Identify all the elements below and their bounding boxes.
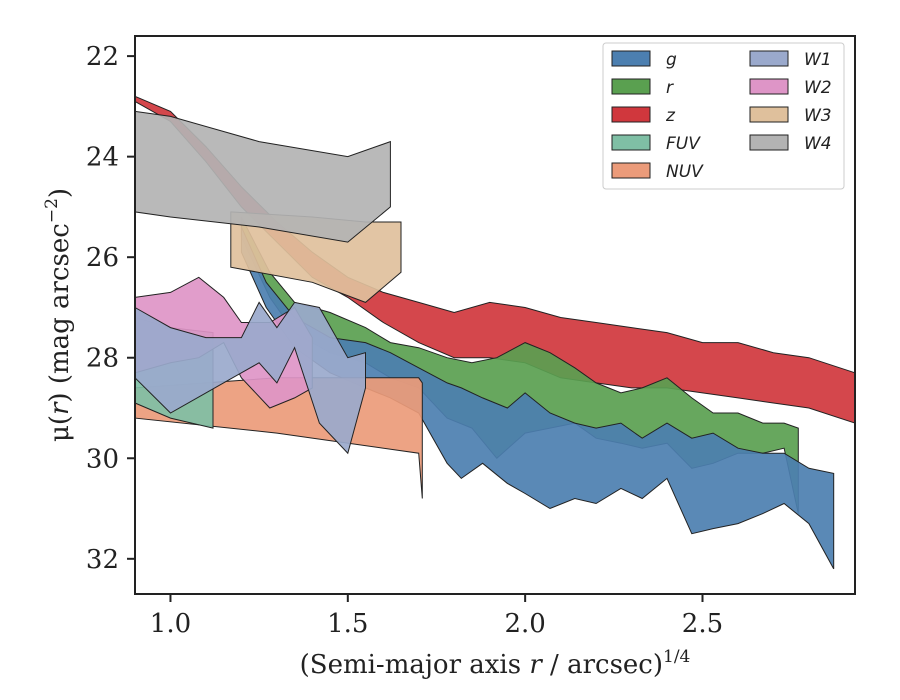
y-tick-label: 26 — [86, 243, 119, 273]
legend-swatch-w1 — [749, 50, 789, 67]
legend-label-r: r — [666, 78, 674, 98]
series-areas — [134, 95, 856, 570]
y-tick-label: 32 — [86, 545, 119, 575]
legend-swatch-w3 — [749, 106, 789, 123]
legend-label-fuv: FUV — [666, 134, 701, 154]
legend-label-nuv: NUV — [666, 162, 704, 182]
legend-swatch-z — [611, 106, 651, 123]
plot-frame — [134, 35, 856, 595]
legend-swatch-nuv — [611, 162, 651, 179]
legend-label-w1: W1 — [804, 50, 832, 70]
x-tick-label: 2.0 — [504, 609, 545, 639]
legend-label-w4: W4 — [804, 134, 832, 154]
y-axis-label: μ(r) (mag arcsec−2) — [42, 188, 75, 442]
x-tick-label: 1.5 — [327, 609, 368, 639]
legend-swatch-fuv — [611, 134, 651, 151]
x-axis-ticks: 1.0 1.5 2.0 2.5 — [150, 594, 723, 639]
legend-label-z: z — [665, 106, 676, 126]
legend-label-w3: W3 — [804, 106, 832, 126]
area-g — [240, 226, 835, 570]
y-tick-label: 30 — [86, 444, 119, 474]
area-w4 — [134, 110, 391, 243]
y-axis-ticks: 22 24 26 28 30 32 — [86, 42, 135, 575]
legend: grz FUV NUV W1 W2 W3 W4 — [602, 42, 845, 190]
y-tick-label: 22 — [86, 42, 119, 72]
legend-label-g: g — [666, 50, 677, 70]
x-tick-label: 1.0 — [150, 609, 191, 639]
legend-swatch-w2 — [749, 78, 789, 95]
legend-swatch-g — [611, 50, 651, 67]
legend-label-w2: W2 — [804, 78, 832, 98]
legend-swatch-r — [611, 78, 651, 95]
x-tick-label: 2.5 — [682, 609, 723, 639]
y-tick-label: 28 — [86, 344, 119, 374]
y-tick-label: 24 — [86, 143, 119, 173]
x-axis-label: (Semi-major axis r / arcsec)1/4 — [300, 647, 691, 680]
area-w1 — [134, 301, 366, 455]
legend-swatch-w4 — [749, 134, 789, 151]
